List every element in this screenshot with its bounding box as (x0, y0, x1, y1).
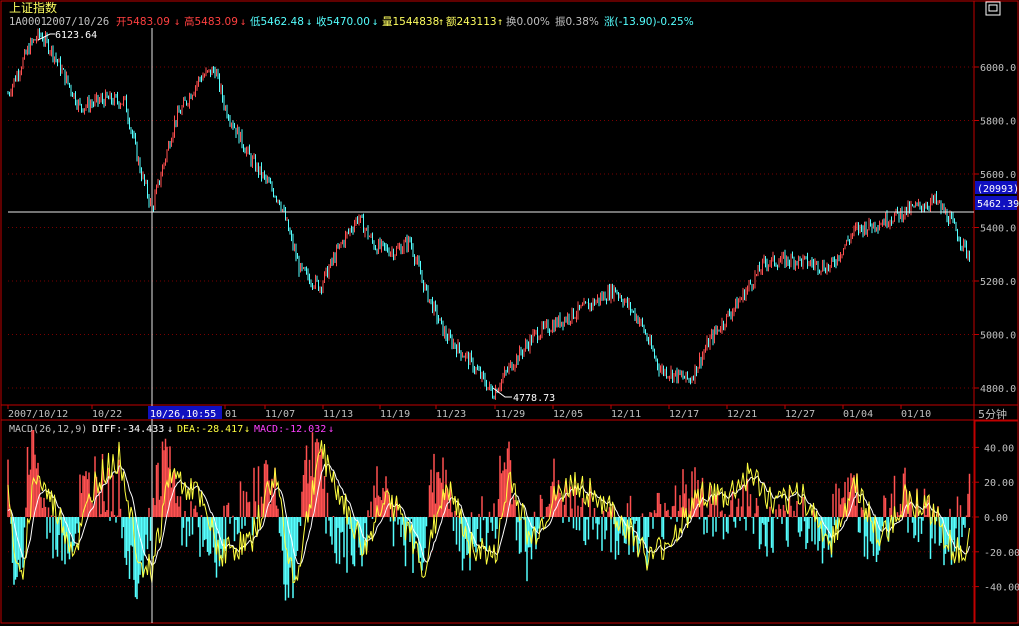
restore-window-icon (988, 4, 998, 12)
close-price: 收5470.00 (316, 15, 370, 28)
price-candles (7, 28, 970, 400)
macd-dea-value: DEA:-28.417 (177, 424, 243, 435)
low-marker-line (492, 387, 512, 398)
arrow-up-icon: ↑ (497, 16, 503, 28)
arrow-down-icon: ↓ (240, 16, 246, 28)
arrow-down-icon: ↓ (167, 424, 173, 435)
open-price: 开5483.09 (116, 16, 170, 28)
cursor-price-box (975, 196, 1017, 210)
high-price: 高5483.09 (184, 15, 238, 28)
macd-lines (7, 440, 970, 584)
date-tick-label: 2007/10/12 (8, 409, 68, 420)
date-tick-label: 11/19 (380, 409, 410, 420)
date-tick-label: 12/11 (611, 409, 641, 420)
index-title: 上证指数 (9, 0, 57, 15)
arrow-down-icon: ↓ (372, 16, 378, 28)
quote-date: 2007/10/26 (46, 16, 109, 28)
turnover-value: 换0.00% (506, 15, 550, 28)
cursor-date-box (148, 406, 222, 419)
price-tick-label: 5400.0 (980, 224, 1016, 235)
price-tick-label: 5800.0 (980, 117, 1016, 128)
period-label[interactable]: 5分钟 (978, 407, 1007, 421)
high-marker-line (37, 33, 55, 41)
price-axis: 6000.0 5800.0 5600.0 5400.0 5200.0 5000.0 4800… (974, 63, 1016, 395)
macd-tick-label: 40.00 (984, 443, 1014, 454)
macd-diff-value: DIFF:-34.433 (92, 424, 164, 435)
date-tick-label: 01/04 (843, 409, 873, 420)
price-grid (8, 66, 974, 389)
change-value: 涨(-13.90)-0.25% (604, 16, 694, 28)
cursor-date-label: 10/26,10:55 (150, 409, 216, 420)
ohlc-info-bar: 1A0001 2007/10/26 开5483.09 ↓ 高5483.09 ↓ … (9, 15, 694, 28)
index-code: 1A0001 (9, 16, 47, 28)
price-tick-label: 6000.0 (980, 63, 1016, 74)
date-tick-label: 12/27 (785, 409, 815, 420)
amount-value: 额243113 (446, 15, 497, 28)
arrow-down-icon: ↓ (174, 16, 180, 28)
price-tick-label: 5000.0 (980, 331, 1016, 342)
price-tick-label: 5600.0 (980, 170, 1016, 181)
volume-value: 量1544838 (382, 16, 439, 28)
macd-axis: 40.00 20.00 0.00 -20.00 -40.00 (974, 443, 1019, 594)
cursor-volume-label: (20993) (977, 184, 1019, 195)
date-tick-label: 11/23 (436, 409, 466, 420)
diff-line (7, 440, 970, 584)
date-tick-label: 11/13 (323, 409, 353, 420)
date-tick-label: 11/29 (495, 409, 525, 420)
macd-tick-label: -20.00 (984, 548, 1019, 559)
price-tick-label: 5200.0 (980, 277, 1016, 288)
date-tick-label: 12/21 (727, 409, 757, 420)
cursor-volume-box (975, 181, 1017, 194)
date-tick-label: 11/07 (265, 409, 295, 420)
macd-tick-label: -40.00 (984, 583, 1019, 594)
macd-name: MACD(26,12,9) (9, 424, 87, 435)
macd-tick-label: 20.00 (984, 478, 1014, 489)
macd-tick-label: 0.00 (984, 513, 1008, 524)
arrow-down-icon: ↓ (306, 16, 312, 28)
low-price-label: 4778.73 (513, 393, 555, 404)
price-tick-label: 4800.0 (980, 384, 1016, 395)
arrow-up-icon: ↑ (438, 16, 444, 28)
date-tick-label: 12/05 (553, 409, 583, 420)
low-price: 低5462.48 (250, 15, 304, 28)
date-tick-label: 10/22 (92, 409, 122, 420)
date-axis: 2007/10/12 10/22 01 11/07 11/13 11/19 11/23 11/… (7, 405, 931, 420)
macd-legend: MACD(26,12,9) DIFF:-34.433 ↓ DEA:-28.417… (9, 424, 334, 435)
date-tick-label: 12/17 (669, 409, 699, 420)
date-tick-label: 01/10 (901, 409, 931, 420)
date-tick-label: 01 (225, 409, 237, 420)
cursor-price-label: 5462.39 (977, 199, 1019, 210)
macd-axis-frame (974, 420, 1019, 624)
amplitude-value: 振0.38% (555, 15, 599, 28)
arrow-down-icon: ↓ (328, 424, 334, 435)
arrow-down-icon: ↓ (244, 424, 250, 435)
macd-histogram-value: MACD:-12.032 (254, 424, 326, 435)
high-price-label: 6123.64 (55, 30, 97, 41)
restore-window-button[interactable] (985, 1, 1001, 16)
